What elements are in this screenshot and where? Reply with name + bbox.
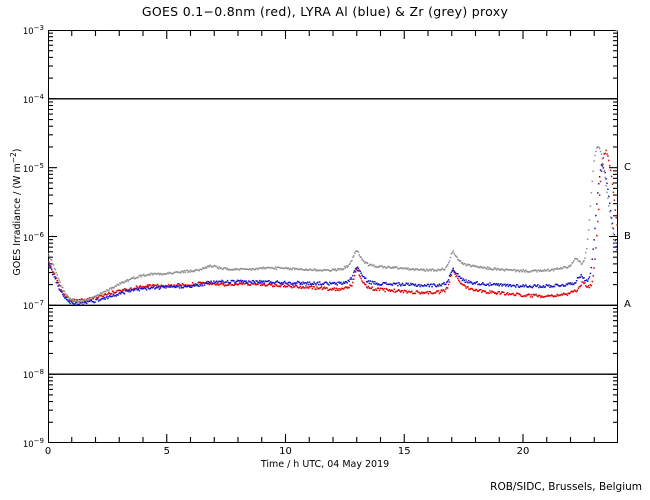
y-axis-tick-label: 10−5 bbox=[22, 161, 44, 175]
data-series bbox=[48, 164, 618, 306]
axis-ticks bbox=[48, 30, 618, 443]
y-axis-tick-label: 10−4 bbox=[22, 92, 44, 106]
y-axis-tick-label: 10−3 bbox=[22, 24, 44, 37]
x-axis-tick-label: 5 bbox=[163, 446, 170, 457]
y-axis-tick-label: 10−9 bbox=[22, 437, 44, 450]
x-axis-tick-label: 15 bbox=[397, 446, 411, 457]
y-axis-tick-label: 10−8 bbox=[22, 368, 44, 382]
flare-class-labels: C B A bbox=[624, 30, 650, 443]
x-axis-tick-labels: 0 5 10 15 20 bbox=[45, 446, 618, 463]
flare-class-label-b: B bbox=[624, 230, 631, 242]
x-axis-tick-label: 0 bbox=[44, 446, 52, 457]
y-axis-tick-labels: 10−3 10−4 10−5 10−6 10−7 10−8 10−9 bbox=[0, 25, 44, 450]
credit-text: ROB/SIDC, Brussels, Belgium bbox=[490, 481, 642, 493]
x-axis-tick-label: 20 bbox=[516, 446, 530, 457]
flare-class-label-a: A bbox=[624, 299, 631, 311]
x-axis-tick-label: 10 bbox=[279, 446, 292, 457]
y-axis-tick-label: 10−6 bbox=[22, 230, 44, 244]
chart-title: GOES 0.1−0.8nm (red), LYRA Al (blue) & Z… bbox=[141, 4, 509, 19]
y-axis-title: GOES Irradiance / (W m−2) bbox=[8, 148, 24, 276]
flare-class-label-c: C bbox=[624, 161, 631, 173]
data-series bbox=[48, 149, 618, 303]
gridlines bbox=[48, 98, 618, 375]
data-series bbox=[48, 30, 618, 303]
plot-canvas bbox=[48, 30, 618, 443]
x-axis-title: Time / h UTC, 04 May 2019 bbox=[260, 459, 390, 470]
y-axis-tick-label: 10−7 bbox=[22, 299, 44, 313]
